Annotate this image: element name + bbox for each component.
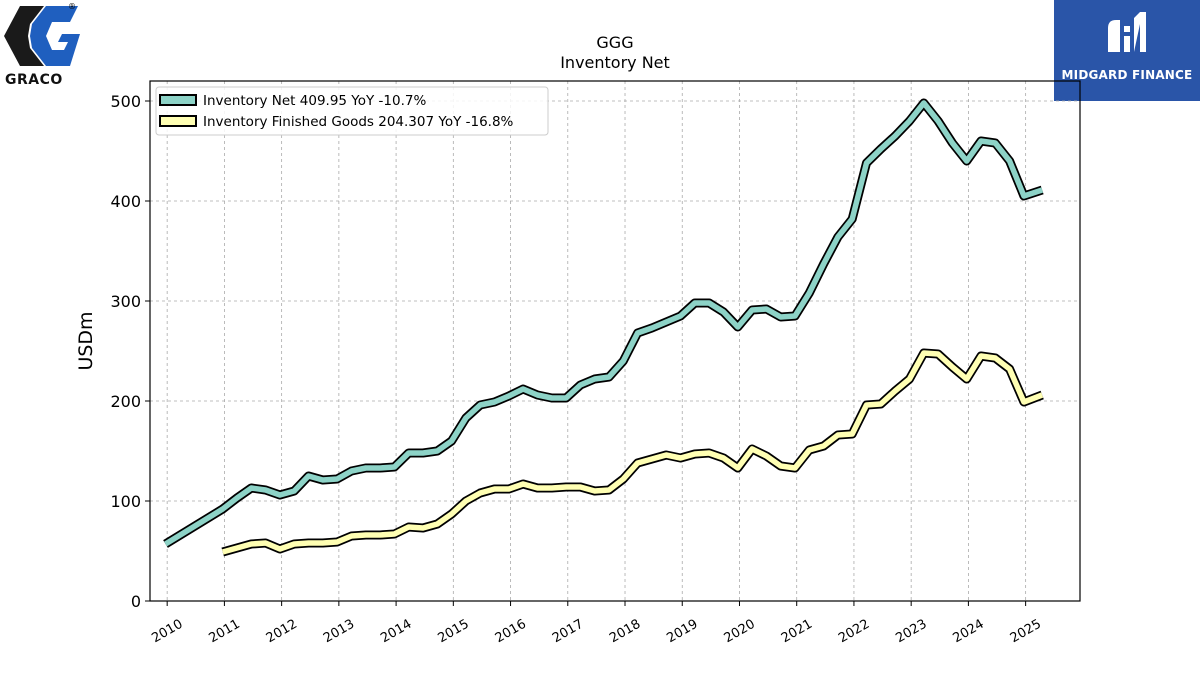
series-line xyxy=(221,350,1044,555)
x-tick-label: 2017 xyxy=(550,617,586,647)
legend-label: Inventory Net 409.95 YoY -10.7% xyxy=(203,93,426,109)
y-tick-label: 300 xyxy=(110,292,141,311)
graco-wordmark: GRACO xyxy=(5,72,63,88)
x-tick-label: 2011 xyxy=(207,617,243,647)
series-outline xyxy=(221,348,1044,557)
y-tick-label: 0 xyxy=(131,592,141,611)
legend-box xyxy=(155,86,549,136)
legend-swatch xyxy=(159,115,197,127)
y-tick-label: 100 xyxy=(110,492,141,511)
graco-logo: ® GRACO xyxy=(0,0,90,92)
x-tick-label: 2022 xyxy=(836,617,872,647)
x-tick-label: 2018 xyxy=(607,617,643,647)
x-tick-label: 2023 xyxy=(893,617,929,647)
midgard-logo-mark xyxy=(1108,12,1146,52)
x-tick-label: 2019 xyxy=(664,617,700,647)
x-tick-label: 2016 xyxy=(493,617,529,647)
grid xyxy=(150,81,1080,601)
x-tick-label: 2014 xyxy=(378,617,414,647)
chart-title: GGG xyxy=(596,33,633,52)
y-axis-label: USDm xyxy=(75,311,97,370)
series-outline xyxy=(163,98,1044,548)
graco-logo-mark xyxy=(4,6,80,66)
y-tick-label: 200 xyxy=(110,392,141,411)
legend-swatch xyxy=(159,94,197,106)
x-tick-label: 2012 xyxy=(264,617,300,647)
x-tick-label: 2015 xyxy=(435,617,471,647)
plot-frame xyxy=(149,80,1081,602)
x-tick-label: 2020 xyxy=(722,617,758,647)
series-line xyxy=(164,100,1044,547)
midgard-wordmark: MIDGARD FINANCE xyxy=(1061,68,1193,82)
chart-subtitle: Inventory Net xyxy=(560,53,670,72)
x-tick-label: 2013 xyxy=(321,617,357,647)
midgard-finance-logo: MIDGARD FINANCE xyxy=(1054,0,1200,101)
x-tick-label: 2010 xyxy=(149,617,185,647)
y-tick-label: 500 xyxy=(110,92,141,111)
y-tick-label: 400 xyxy=(110,192,141,211)
legend: Inventory Net 409.95 YoY -10.7% Inventory… xyxy=(155,86,549,136)
legend-label: Inventory Finished Goods 204.307 YoY -16… xyxy=(203,114,514,130)
axes: 0 100 200 300 400 500 2010 2011 2012 2013 2014 2015… xyxy=(110,92,1044,646)
x-tick-label: 2024 xyxy=(951,617,987,647)
x-tick-label: 2025 xyxy=(1008,617,1044,647)
x-tick-label: 2021 xyxy=(779,617,815,647)
registered-mark: ® xyxy=(68,2,76,11)
series-lines xyxy=(163,98,1044,557)
